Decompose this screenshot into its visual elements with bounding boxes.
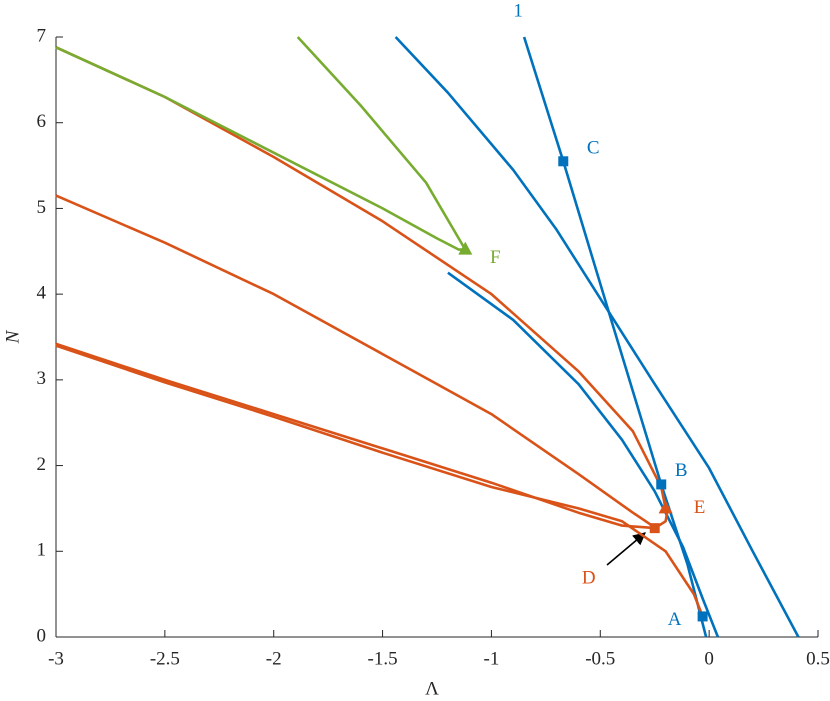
marker [697,611,708,622]
x-tick-label: 0 [704,648,714,669]
arrow [606,532,646,566]
series-line [55,342,670,530]
x-axis-label: Λ [425,678,439,699]
x-tick-label: -0.5 [585,648,615,669]
marker [558,156,569,167]
series-line [55,46,667,509]
point-label: A [668,609,682,630]
x-tick-label: -1.5 [368,648,398,669]
marker [658,500,673,514]
x-tick-label: -1 [484,648,500,669]
series-line [394,36,800,638]
series-line [55,36,467,251]
point-label: D [582,568,596,589]
y-tick-label: 1 [37,540,47,561]
point-label: C [587,138,600,159]
y-tick-label: 7 [37,25,47,46]
point-label: F [490,247,501,268]
y-tick-label: 5 [37,197,47,218]
marker [649,523,660,534]
x-tick-label: -2 [266,648,282,669]
y-tick-label: 3 [37,368,47,389]
x-tick-label: -3 [48,648,64,669]
series-line [55,194,656,529]
y-axis-label: N [2,329,23,344]
series-line [55,344,704,617]
series-line [447,271,720,638]
marker [656,479,667,490]
y-tick-label: 2 [37,454,47,475]
y-tick-label: 4 [37,283,47,304]
y-tick-label: 6 [37,111,47,132]
series-label: 1 [513,0,523,21]
y-tick-label: 0 [37,625,47,646]
marker [458,241,473,255]
point-label: E [694,497,706,518]
series-line [522,36,708,638]
x-tick-label: 0.5 [806,648,830,669]
x-tick-label: -2.5 [150,648,180,669]
point-label: B [675,460,688,481]
